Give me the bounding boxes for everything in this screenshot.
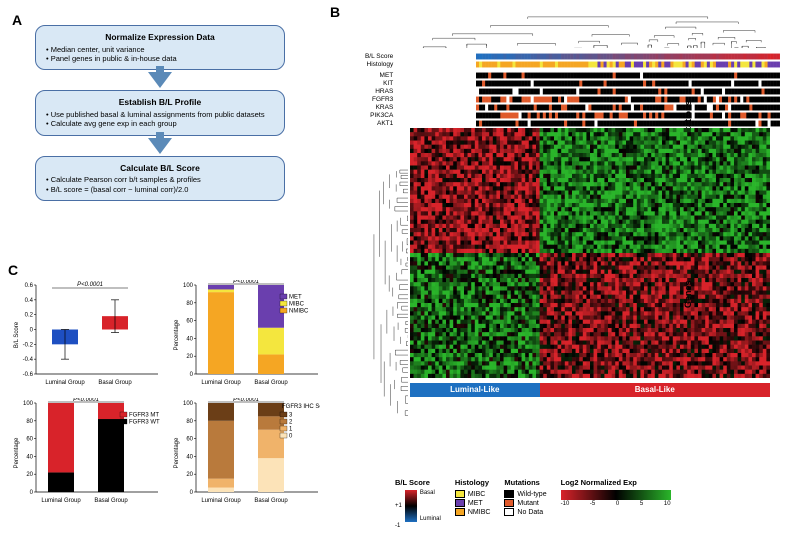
basal-cluster-label: Basal-Like [540,383,770,397]
flow-arrow-icon [148,72,172,88]
mutation-track-KIT [476,80,780,87]
legend-row: B/L Score+1BasalLuminal-1 HistologyMIBCME… [395,478,785,529]
mutation-gene-label: PIK3CA [330,112,396,119]
mutation-track-HRAS [476,88,780,95]
hist-track-label: Histology [330,61,396,68]
dendrogram-top [410,8,770,48]
bl-score-barchart: -0.6-0.4-0.200.20.40.6Luminal GroupBasal… [10,280,160,390]
mutation-track-FGFR3 [476,96,780,103]
mutation-gene-label: MET [330,72,396,79]
mutation-gene-label: KIT [330,80,396,87]
mutation-gene-label: AKT1 [330,120,396,127]
flow-step-2: Calculate B/L Score• Calculate Pearson c… [35,156,285,201]
legend-histology: HistologyMIBCMETNMIBC [455,478,491,529]
luminal-cluster-label: Luminal-Like [410,383,540,397]
mutation-tracks: METKITHRASFGFR3KRASPIK3CAAKT1 [330,72,780,127]
mutation-gene-label: FGFR3 [330,96,396,103]
legend-mutations: MutationsWild-typeMutantNo Data [504,478,546,529]
legend-bl-score: B/L Score+1BasalLuminal-1 [395,478,441,529]
mutation-track-MET [476,72,780,79]
mutation-track-KRAS [476,104,780,111]
fgfr3-ihc-stacked-barchart: 020406080100Luminal GroupBasal GroupP<0.… [170,398,320,508]
panel-c-label: C [8,262,18,278]
dendrogram-left [370,168,408,418]
legend-expression: Log2 Normalized Exp-10-50510 [561,478,671,529]
expression-heatmap [410,128,770,378]
mutation-track-AKT1 [476,120,780,127]
cluster-bar: Luminal-Like Basal-Like [410,383,770,397]
mutation-gene-label: HRAS [330,88,396,95]
mutation-track-PIK3CA [476,112,780,119]
heatmap-panel: B/L Score Histology METKITHRASFGFR3KRASP… [330,8,780,478]
histology-track [476,61,780,68]
flow-arrow-icon [148,138,172,154]
histology-stacked-barchart: 020406080100Luminal GroupBasal GroupP<0.… [170,280,320,390]
panel-c-charts: -0.6-0.4-0.200.20.40.6Luminal GroupBasal… [10,280,320,516]
bl-track-label: B/L Score [330,53,396,60]
genes-side-label: Genes [683,280,693,308]
flow-step-0: Normalize Expression Data• Median center… [35,25,285,70]
bl-score-track [476,53,780,60]
flowchart: Normalize Expression Data• Median center… [35,25,285,201]
fgfr3-mutation-stacked-barchart: 020406080100Luminal GroupBasal GroupP<0.… [10,398,160,508]
panel-a-label: A [12,12,22,28]
flow-step-1: Establish B/L Profile• Use published bas… [35,90,285,135]
mutation-gene-label: KRAS [330,104,396,111]
